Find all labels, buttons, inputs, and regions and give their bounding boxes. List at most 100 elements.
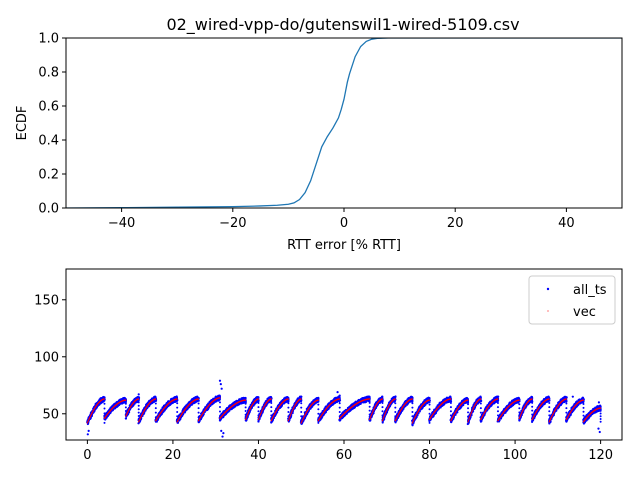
all-ts-point <box>270 406 273 409</box>
all-ts-point <box>467 411 470 414</box>
chart-title: 02_wired-vpp-do/gutenswil1-wired-5109.cs… <box>166 15 519 35</box>
top-x-ticks: −40 −20 0 20 40 <box>108 208 575 231</box>
all-ts-point <box>218 398 221 401</box>
ecdf-plot-area <box>66 38 622 208</box>
all-ts-point <box>317 421 320 424</box>
all-ts-point <box>368 399 371 402</box>
top-y-ticks: 0.00.20.40.60.81.0 <box>38 32 66 217</box>
all-ts-point <box>272 416 276 420</box>
all-ts-point <box>381 399 384 402</box>
all-ts-point <box>244 406 247 409</box>
all-ts-point <box>299 399 303 403</box>
all-ts-point <box>257 402 260 405</box>
all-ts-point <box>154 407 157 410</box>
all-ts-point <box>287 406 290 409</box>
all-ts-point <box>368 405 371 408</box>
all-ts-point <box>300 402 303 405</box>
all-ts-point <box>121 402 124 405</box>
all-ts-point <box>270 402 273 405</box>
all-ts-point <box>197 407 200 410</box>
top-x-tick-label: 40 <box>558 216 575 231</box>
all-ts-point <box>103 396 106 399</box>
all-ts-point <box>137 401 140 404</box>
all-ts-point <box>103 421 106 424</box>
all-ts-point <box>381 406 384 409</box>
all-ts-point <box>428 421 431 424</box>
all-ts-point <box>317 408 320 411</box>
all-ts-point <box>124 417 128 420</box>
all-ts-point <box>103 407 106 410</box>
all-ts-point <box>124 402 127 405</box>
all-ts-point <box>338 402 341 405</box>
all-ts-point <box>154 411 157 414</box>
all-ts-point <box>244 396 247 400</box>
top-x-tick-label: 20 <box>447 216 464 231</box>
top-y-tick-label: 0.8 <box>38 66 59 81</box>
all-ts-point <box>338 406 341 409</box>
top-y-axis-label: ECDF <box>15 106 30 141</box>
top-x-axis-label: RTT error [% RTT] <box>287 238 401 253</box>
all-ts-point <box>411 400 414 403</box>
all-ts-point <box>176 406 179 409</box>
top-x-tick-label: −20 <box>219 216 246 231</box>
timeseries-plot-area <box>86 379 602 438</box>
all-ts-point <box>137 404 140 407</box>
all-ts-point <box>428 403 431 406</box>
all-ts-point <box>137 408 140 411</box>
all-ts-point <box>411 410 414 413</box>
all-ts-point <box>381 410 384 413</box>
all-ts-point <box>244 410 247 413</box>
all-ts-point <box>124 400 127 403</box>
all-ts-point <box>287 402 290 405</box>
all-ts-point <box>244 402 247 405</box>
all-ts-point <box>137 411 140 414</box>
all-ts-point <box>338 410 341 413</box>
all-ts-point <box>428 408 431 411</box>
top-y-tick-label: 0.6 <box>38 100 59 115</box>
all-ts-point <box>300 410 303 413</box>
all-ts-point <box>265 404 268 407</box>
all-ts-point <box>257 420 260 423</box>
all-ts-point <box>449 402 452 405</box>
all-ts-point <box>467 403 470 406</box>
all-ts-point <box>287 410 290 413</box>
all-ts-point <box>269 396 273 399</box>
all-ts-point <box>257 396 260 399</box>
all-ts-point <box>218 410 221 413</box>
all-ts-point <box>394 402 397 405</box>
top-x-tick-label: −40 <box>108 216 135 231</box>
top-y-tick-label: 0.0 <box>38 202 59 217</box>
all-ts-point <box>428 412 431 415</box>
all-ts-point <box>197 399 200 402</box>
all-ts-point <box>176 410 179 413</box>
all-ts-point <box>394 396 397 399</box>
all-ts-point <box>394 410 397 413</box>
all-ts-point <box>467 407 470 410</box>
all-ts-point <box>449 410 452 413</box>
top-y-tick-label: 0.4 <box>38 134 59 149</box>
all-ts-point <box>270 410 273 413</box>
top-y-tick-label: 1.0 <box>38 32 59 47</box>
all-ts-point <box>257 406 260 409</box>
all-ts-point <box>218 401 221 404</box>
all-ts-point <box>300 395 303 398</box>
all-ts-point <box>257 399 260 402</box>
all-ts-point <box>103 402 106 405</box>
all-ts-point <box>428 397 431 400</box>
all-ts-point <box>449 406 452 409</box>
all-ts-point <box>381 402 384 405</box>
all-ts-point <box>300 406 303 409</box>
all-ts-point <box>317 403 320 406</box>
all-ts-point <box>137 399 140 402</box>
all-ts-point <box>197 402 200 405</box>
all-ts-point <box>197 411 200 414</box>
all-ts-point <box>411 406 414 409</box>
all-ts-point <box>257 410 260 413</box>
all-ts-point <box>317 412 320 415</box>
ecdf-line <box>66 38 622 208</box>
all-ts-point <box>218 405 221 408</box>
all-ts-point <box>368 401 371 404</box>
all-ts-point <box>368 395 371 398</box>
all-ts-point <box>176 402 179 405</box>
